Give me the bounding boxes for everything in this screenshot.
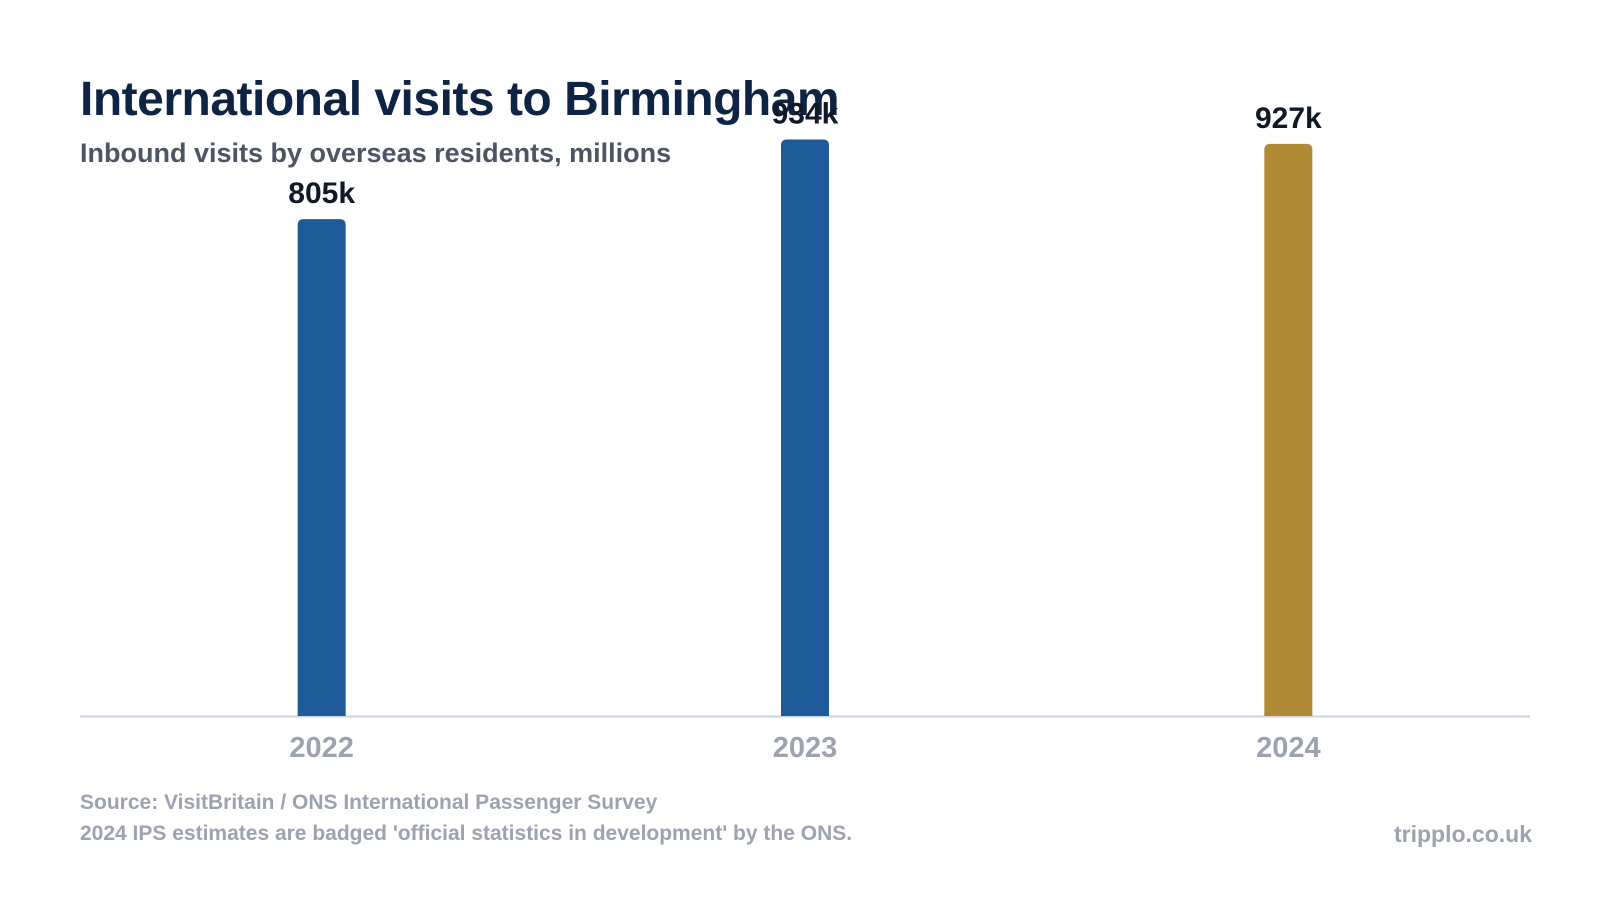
brand-credit: tripplo.co.uk bbox=[1394, 821, 1532, 847]
methodology-note: 2024 IPS estimates are badged 'official … bbox=[80, 822, 853, 845]
value-labels-group: 805k 934k 927k bbox=[288, 97, 1322, 210]
value-label-2024: 927k bbox=[1255, 102, 1322, 135]
bar-2023 bbox=[781, 139, 829, 716]
x-tick-label-2022: 2022 bbox=[289, 732, 354, 764]
x-tick-label-2024: 2024 bbox=[1256, 732, 1321, 764]
value-label-2022: 805k bbox=[288, 177, 355, 210]
x-tick-label-2023: 2023 bbox=[773, 732, 838, 764]
bar-2024 bbox=[1264, 143, 1313, 716]
value-label-2023: 934k bbox=[772, 97, 839, 130]
chart-subtitle: Inbound visits by overseas residents, mi… bbox=[80, 138, 672, 168]
bar-2022 bbox=[297, 219, 346, 716]
source-note: Source: VisitBritain / ONS International… bbox=[80, 791, 658, 814]
chart-title: International visits to Birmingham bbox=[80, 73, 840, 126]
bars-group bbox=[297, 139, 1313, 716]
x-tick-labels-group: 2022 2023 2024 bbox=[289, 732, 1320, 764]
